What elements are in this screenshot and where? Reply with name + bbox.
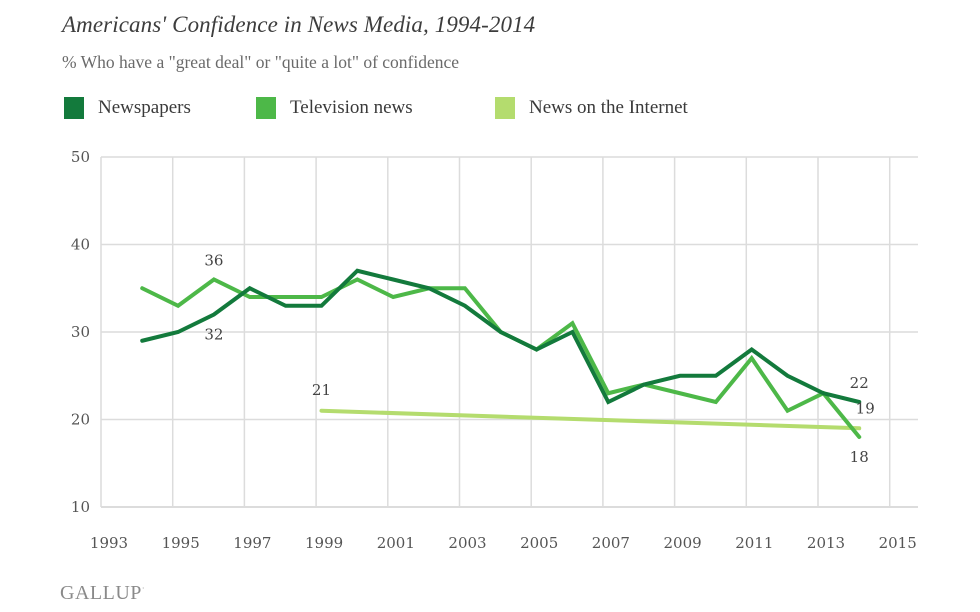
x-tick-label: 2015 [879, 534, 917, 552]
legend-label-television-news: Television news [290, 97, 413, 118]
data-label: 32 [204, 326, 223, 344]
legend-item-television-news: Television news [256, 97, 413, 119]
y-axis-ticks: 50 40 30 20 10 [71, 148, 90, 516]
grid [100, 156, 918, 508]
chart-title: Americans' Confidence in News Media, 199… [62, 12, 536, 37]
data-label: 21 [312, 381, 331, 399]
series-line-newspapers [140, 268, 862, 405]
y-tick-label: 20 [71, 411, 90, 429]
data-label: 18 [850, 448, 869, 466]
data-label: 36 [204, 252, 223, 270]
chart-subtitle: % Who have a "great deal" or "quite a lo… [62, 52, 460, 72]
x-tick-label: 2001 [377, 534, 415, 552]
y-tick-label: 30 [71, 323, 90, 341]
legend-item-internet-news: News on the Internet [495, 97, 688, 119]
legend-label-newspapers: Newspapers [98, 97, 191, 118]
data-label: 22 [850, 374, 869, 392]
x-tick-label: 2011 [735, 534, 773, 552]
gallup-logo: GALLUP· [60, 582, 145, 605]
x-tick-label: 2007 [592, 534, 630, 552]
x-tick-label: 2013 [807, 534, 845, 552]
legend-item-newspapers: Newspapers [64, 97, 191, 119]
gallup-logo-text: GALLUP [60, 582, 142, 604]
x-axis-ticks: 1993 1995 1997 1999 2001 2003 2005 2007 2009 2011… [90, 534, 917, 552]
legend-swatch-internet-news [495, 97, 515, 119]
x-tick-label: 1995 [162, 534, 200, 552]
x-tick-label: 2009 [664, 534, 702, 552]
x-tick-label: 1997 [233, 534, 271, 552]
legend-label-internet-news: News on the Internet [529, 97, 688, 118]
series-lines [140, 268, 862, 439]
x-tick-label: 1999 [305, 534, 343, 552]
series-line-news-on-the-internet [319, 408, 862, 431]
legend-swatch-television-news [256, 97, 276, 119]
data-label: 19 [856, 399, 875, 417]
y-tick-label: 50 [71, 148, 90, 166]
x-tick-label: 1993 [90, 534, 128, 552]
x-tick-label: 2003 [448, 534, 486, 552]
legend-swatch-newspapers [64, 97, 84, 119]
data-labels: 36 32 21 22 19 18 [204, 252, 874, 467]
y-tick-label: 10 [71, 498, 90, 516]
x-tick-label: 2005 [520, 534, 558, 552]
y-tick-label: 40 [71, 236, 90, 254]
logo-mark: · [141, 584, 146, 593]
